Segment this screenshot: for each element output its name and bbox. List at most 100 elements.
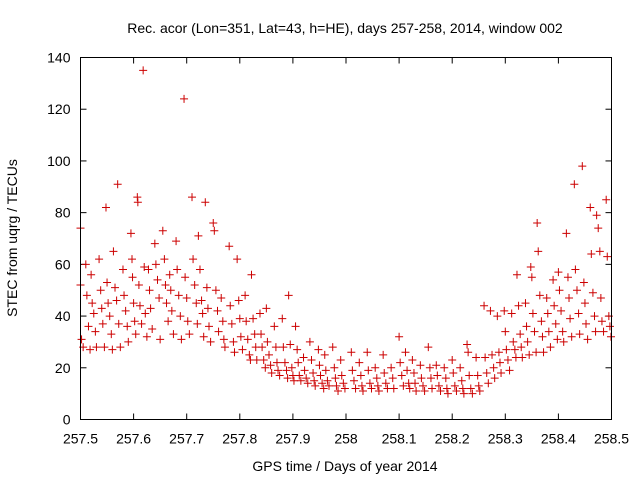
data-point-marker — [128, 273, 137, 282]
data-point-marker — [180, 94, 189, 103]
y-tick-label: 40 — [55, 308, 71, 324]
data-point-marker — [530, 327, 539, 336]
data-point-marker — [108, 345, 117, 354]
data-point-marker — [578, 162, 587, 171]
data-point-marker — [105, 312, 114, 321]
data-point-marker — [311, 381, 320, 390]
data-point-marker — [270, 322, 279, 331]
data-point-marker — [591, 327, 600, 336]
data-point-marker — [567, 332, 576, 341]
data-point-marker — [463, 340, 472, 349]
data-point-marker — [245, 350, 254, 359]
data-point-marker — [104, 299, 113, 308]
data-point-marker — [192, 299, 201, 308]
data-point-marker — [243, 335, 252, 344]
data-point-marker — [367, 384, 376, 393]
data-point-marker — [203, 304, 212, 313]
data-point-marker — [521, 299, 530, 308]
data-point-marker — [449, 368, 458, 377]
axis-ticks — [80, 57, 612, 420]
data-point-marker — [289, 376, 298, 385]
data-point-marker — [89, 309, 98, 318]
data-point-marker — [279, 343, 288, 352]
data-point-marker — [318, 379, 327, 388]
data-point-marker — [503, 356, 512, 365]
data-point-marker — [195, 265, 204, 274]
data-point-marker — [255, 309, 264, 318]
data-point-marker — [98, 319, 107, 328]
data-point-marker — [336, 356, 345, 365]
data-point-marker — [539, 348, 548, 357]
data-point-marker — [500, 306, 509, 315]
data-point-marker — [283, 374, 292, 383]
data-point-marker — [517, 343, 526, 352]
data-point-marker — [97, 304, 106, 313]
data-point-marker — [252, 356, 261, 365]
data-point-marker — [133, 193, 142, 202]
data-point-marker — [111, 283, 120, 292]
data-point-marker — [272, 358, 281, 367]
data-point-marker — [236, 332, 245, 341]
data-point-marker — [484, 379, 493, 388]
data-point-marker — [497, 368, 506, 377]
data-point-marker — [275, 371, 284, 380]
data-point-marker — [554, 268, 563, 277]
data-point-marker — [572, 286, 581, 295]
data-point-marker — [448, 356, 457, 365]
data-point-marker — [606, 332, 615, 341]
data-point-marker — [516, 330, 525, 339]
x-tick-label: 257.5 — [63, 431, 98, 447]
data-point-marker — [271, 343, 280, 352]
data-point-marker — [118, 265, 127, 274]
y-tick-labels: 0 20 40 60 80 100 120 140 — [47, 50, 71, 428]
data-point-marker — [181, 273, 190, 282]
data-point-marker — [570, 180, 579, 189]
data-point-marker — [571, 265, 580, 274]
data-point-marker — [441, 374, 450, 383]
data-point-marker — [543, 309, 552, 318]
data-point-marker — [267, 368, 276, 377]
data-point-marker — [235, 314, 244, 323]
data-point-marker — [91, 327, 100, 336]
data-point-marker — [323, 376, 332, 385]
data-point-marker — [550, 301, 559, 310]
data-point-marker — [113, 180, 122, 189]
data-point-marker — [161, 281, 170, 290]
data-point-marker — [263, 337, 272, 346]
data-point-marker — [505, 366, 514, 375]
data-point-marker — [217, 293, 226, 302]
data-point-marker — [226, 301, 235, 310]
data-point-marker — [527, 273, 536, 282]
data-point-marker — [537, 317, 546, 326]
data-point-marker — [309, 368, 318, 377]
data-point-marker — [387, 363, 396, 372]
data-point-marker — [405, 384, 414, 393]
plot-frame — [80, 57, 612, 420]
data-point-marker — [158, 226, 167, 235]
data-point-marker — [258, 343, 267, 352]
data-point-marker — [502, 345, 511, 354]
data-point-marker — [330, 363, 339, 372]
x-tick-label: 257.8 — [222, 431, 257, 447]
data-point-marker — [562, 229, 571, 238]
data-point-marker — [480, 301, 489, 310]
data-point-marker — [167, 306, 176, 315]
data-point-marker — [126, 229, 135, 238]
data-point-marker — [303, 379, 312, 388]
data-point-marker — [372, 374, 381, 383]
data-point-marker — [153, 275, 162, 284]
data-point-marker — [172, 237, 181, 246]
data-point-marker — [417, 374, 426, 383]
data-point-marker — [142, 332, 151, 341]
data-point-marker — [87, 270, 96, 279]
data-point-marker — [174, 291, 183, 300]
data-point-marker — [120, 291, 129, 300]
data-point-marker — [432, 361, 441, 370]
data-point-marker — [101, 203, 110, 212]
x-tick-label: 257.9 — [275, 431, 310, 447]
data-point-marker — [379, 350, 388, 359]
data-point-marker — [551, 319, 560, 328]
data-point-marker — [602, 195, 611, 204]
data-point-marker — [459, 389, 468, 398]
data-point-marker — [130, 317, 139, 326]
